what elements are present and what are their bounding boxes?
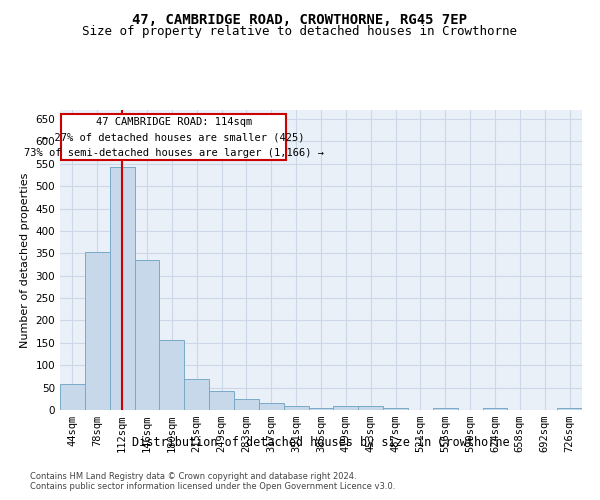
Text: Contains HM Land Registry data © Crown copyright and database right 2024.: Contains HM Land Registry data © Crown c… [30,472,356,481]
Bar [184,378,209,410]
Bar [383,408,408,410]
Bar [160,340,184,410]
Bar [85,252,110,410]
Text: Distribution of detached houses by size in Crowthorne: Distribution of detached houses by size … [132,436,510,449]
Text: 73% of semi-detached houses are larger (1,166) →: 73% of semi-detached houses are larger (… [24,148,324,158]
Text: 47, CAMBRIDGE ROAD, CROWTHORNE, RG45 7EP: 47, CAMBRIDGE ROAD, CROWTHORNE, RG45 7EP [133,12,467,26]
Text: Contains public sector information licensed under the Open Government Licence v3: Contains public sector information licen… [30,482,395,491]
Text: ← 27% of detached houses are smaller (425): ← 27% of detached houses are smaller (42… [43,132,305,142]
Bar [60,384,85,410]
Bar [209,391,234,410]
Bar [308,408,334,410]
Bar [334,406,358,410]
Bar [234,399,259,410]
Bar [284,406,308,410]
Text: Size of property relative to detached houses in Crowthorne: Size of property relative to detached ho… [83,25,517,38]
Bar [482,408,508,410]
Y-axis label: Number of detached properties: Number of detached properties [20,172,30,348]
Bar [110,168,134,410]
Text: 47 CAMBRIDGE ROAD: 114sqm: 47 CAMBRIDGE ROAD: 114sqm [95,116,252,126]
Bar [433,408,458,410]
Bar [358,406,383,410]
Bar [134,260,160,410]
Bar [259,403,284,410]
Bar [557,408,582,410]
FancyBboxPatch shape [61,114,286,160]
